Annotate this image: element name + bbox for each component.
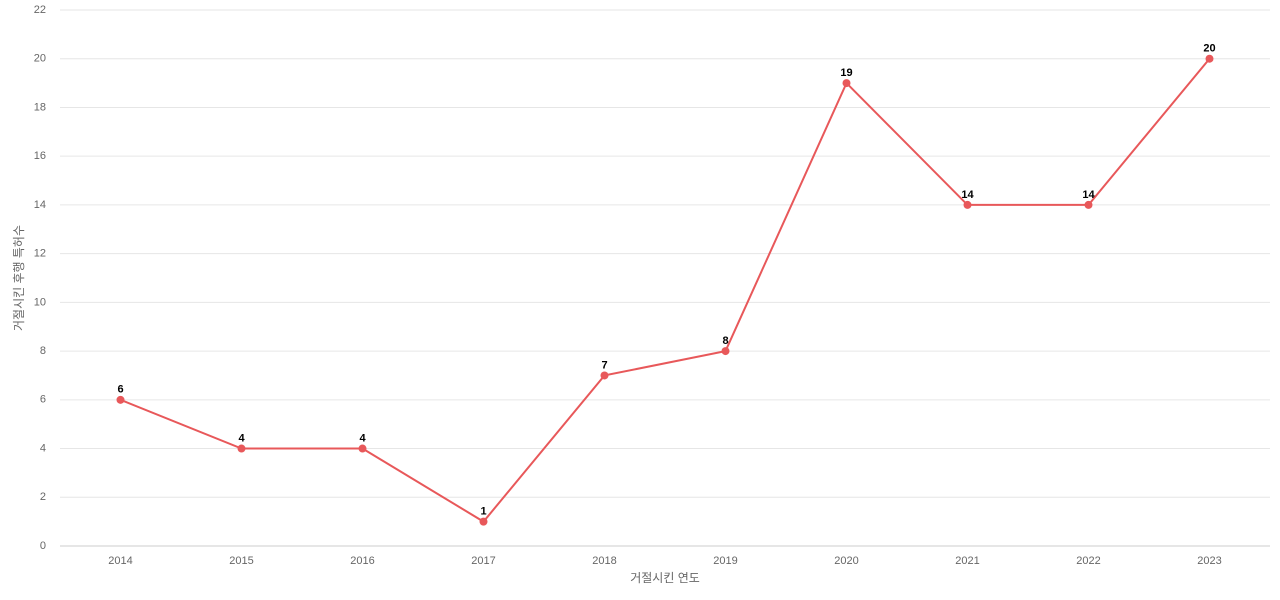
data-label: 7 — [601, 359, 607, 371]
data-label: 14 — [961, 189, 974, 201]
data-point — [1205, 54, 1214, 63]
y-tick-label: 10 — [34, 296, 46, 308]
data-label: 19 — [840, 67, 852, 79]
y-tick-label: 4 — [40, 442, 46, 454]
x-tick-label: 2018 — [592, 555, 616, 567]
x-tick-label: 2015 — [229, 555, 253, 567]
data-point — [1084, 200, 1093, 209]
y-tick-label: 16 — [34, 150, 46, 162]
data-point — [116, 395, 125, 404]
data-point — [721, 347, 730, 356]
x-tick-label: 2022 — [1076, 555, 1100, 567]
data-point — [479, 517, 488, 526]
data-label: 6 — [117, 384, 123, 396]
data-line — [120, 58, 1211, 523]
x-axis-title: 거절시킨 연도 — [630, 571, 700, 585]
data-label: 1 — [480, 506, 486, 518]
y-axis-title: 거절시킨 후행 특허수 — [11, 225, 26, 331]
x-tick-label: 2016 — [350, 555, 374, 567]
data-point — [963, 200, 972, 209]
x-tick-label: 2019 — [713, 555, 737, 567]
data-point — [842, 79, 851, 88]
y-tick-label: 8 — [40, 345, 46, 357]
x-tick-label: 2021 — [955, 555, 979, 567]
data-label: 4 — [359, 432, 366, 444]
y-tick-label: 12 — [34, 248, 46, 260]
data-label: 20 — [1203, 43, 1215, 55]
y-tick-label: 18 — [34, 101, 46, 113]
y-tick-label: 22 — [34, 4, 46, 16]
x-tick-label: 2017 — [471, 555, 495, 567]
data-label: 8 — [722, 335, 728, 347]
y-tick-label: 6 — [40, 394, 46, 406]
data-point — [237, 444, 246, 453]
data-label: 14 — [1082, 189, 1095, 201]
y-tick-label: 20 — [34, 53, 46, 65]
y-tick-label: 0 — [40, 540, 46, 552]
x-tick-label: 2023 — [1197, 555, 1221, 567]
data-label: 4 — [238, 432, 245, 444]
data-point — [600, 371, 609, 380]
x-tick-label: 2020 — [834, 555, 858, 567]
y-tick-label: 2 — [40, 491, 46, 503]
x-tick-label: 2014 — [108, 555, 132, 567]
data-point — [358, 444, 367, 453]
y-tick-label: 14 — [34, 199, 46, 211]
